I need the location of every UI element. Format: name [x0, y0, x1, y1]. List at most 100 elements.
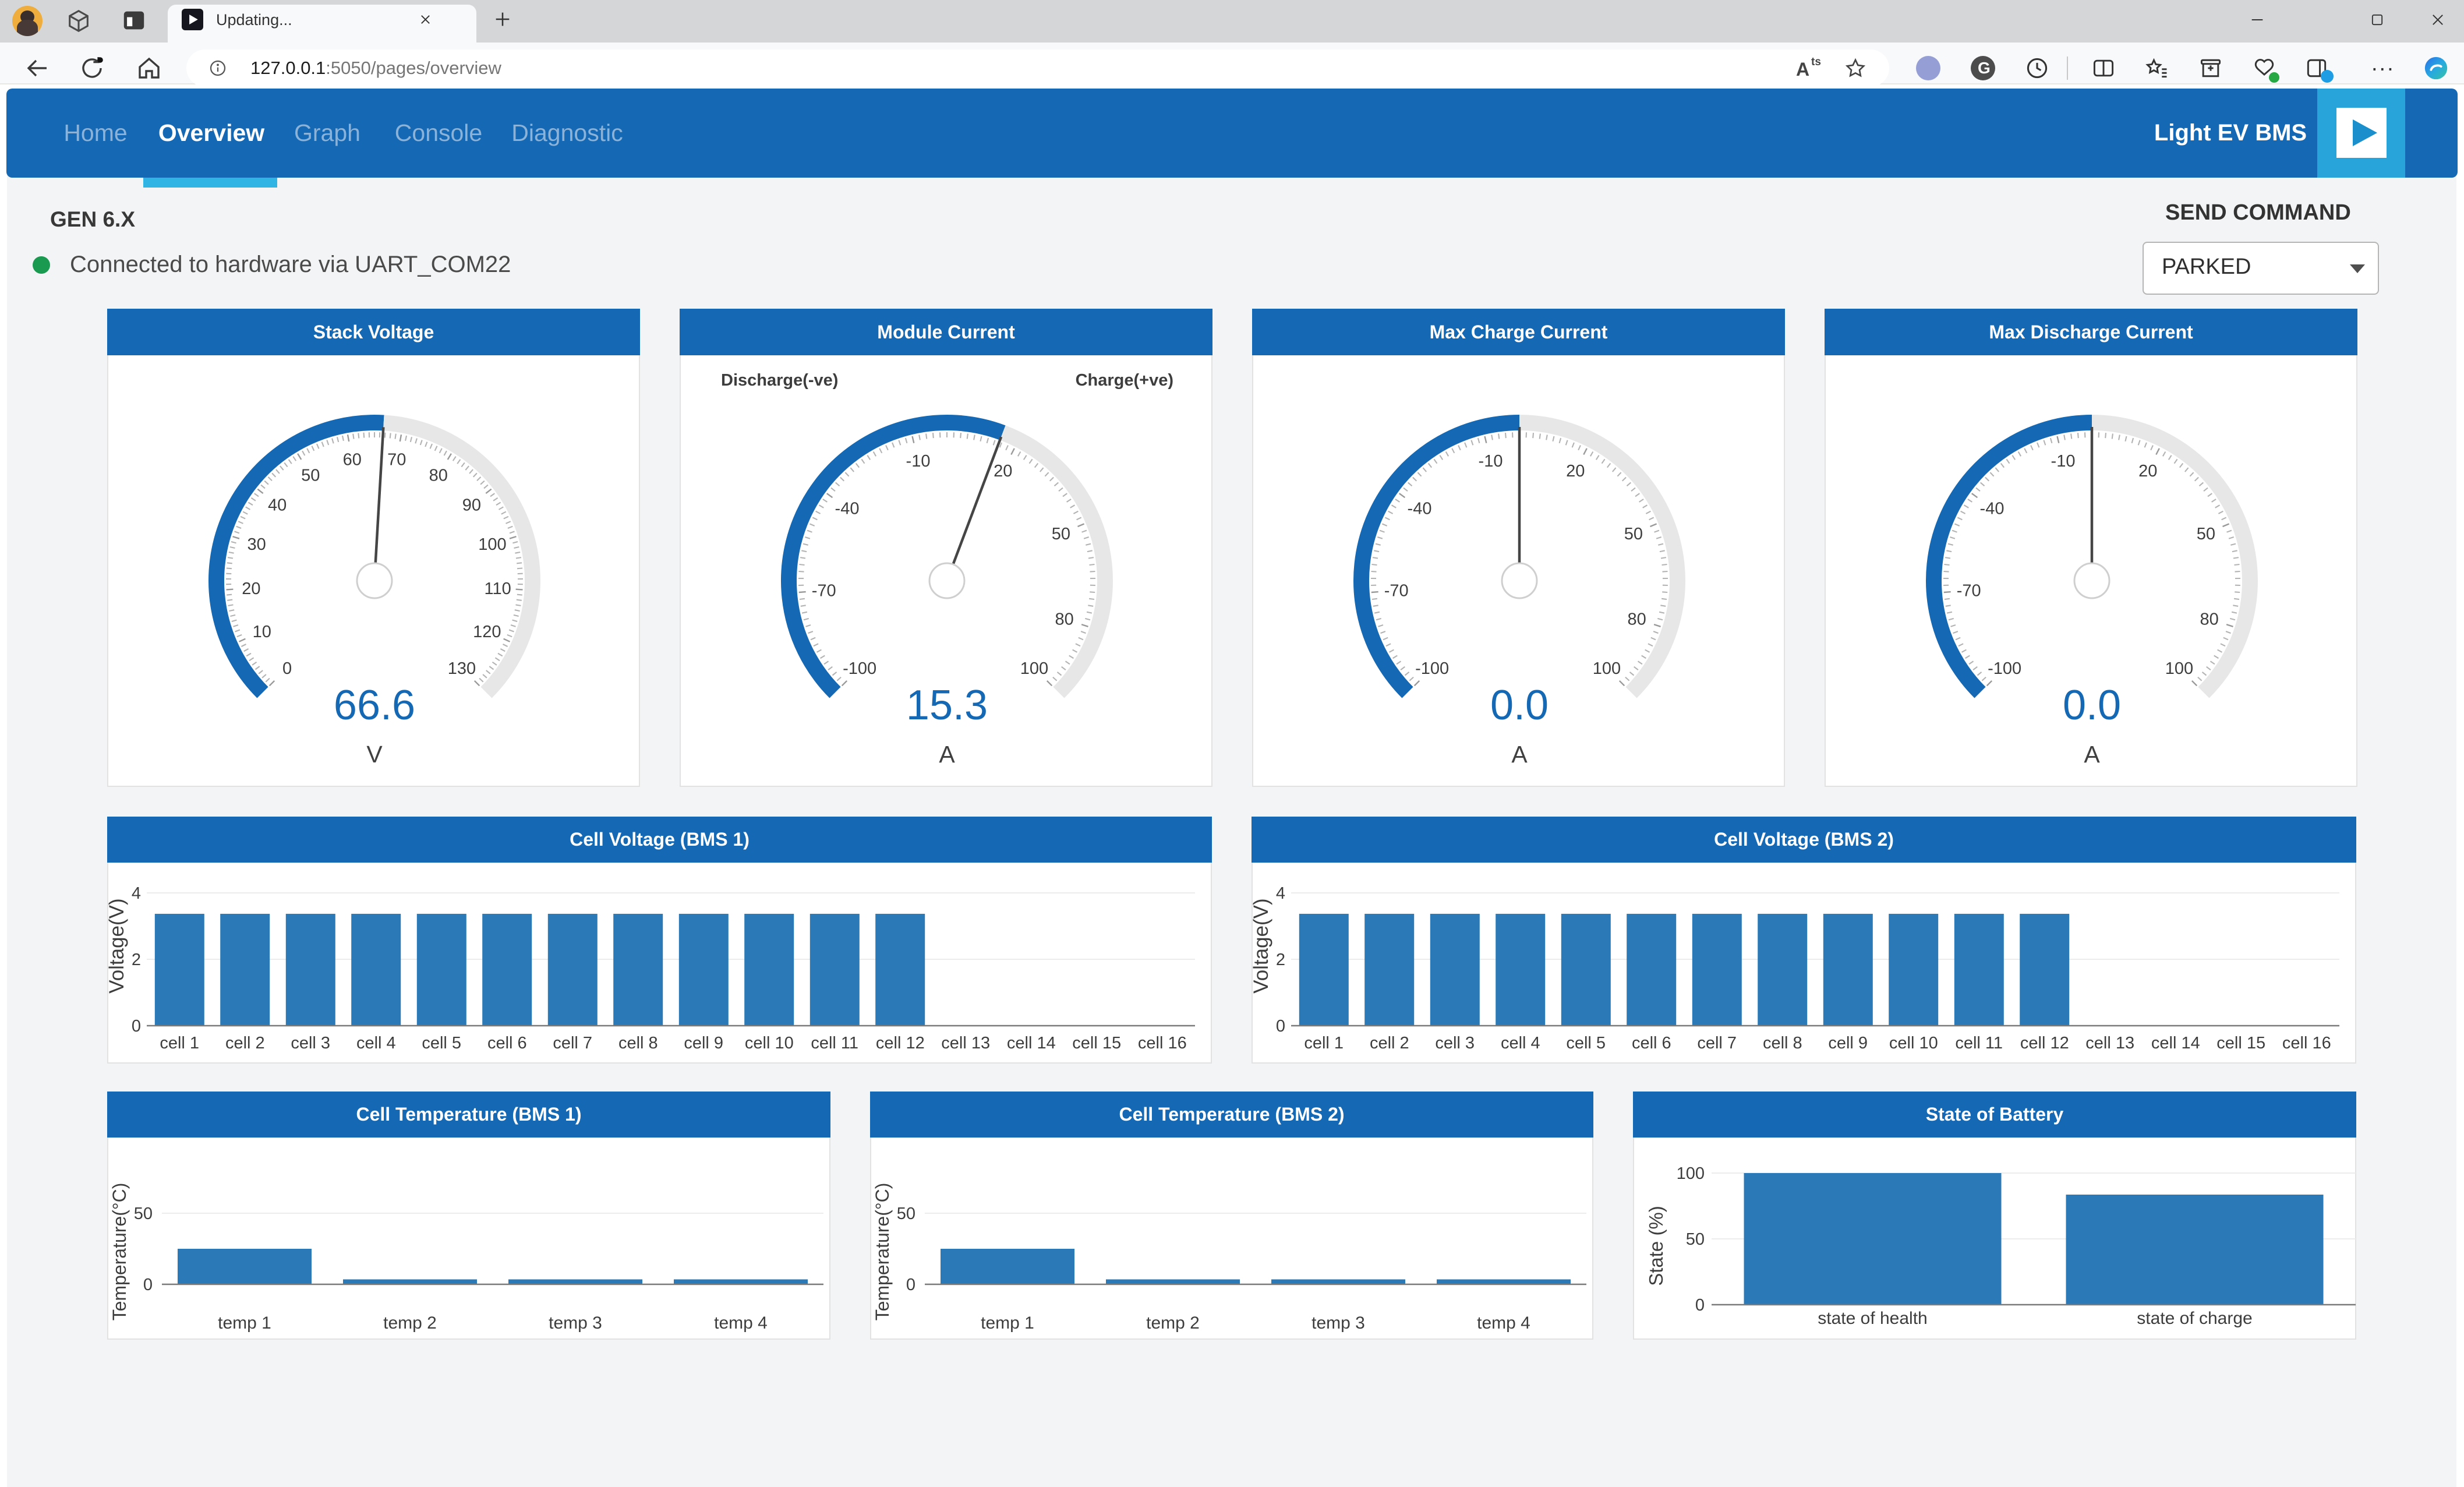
svg-text:temp 2: temp 2: [1146, 1313, 1200, 1333]
svg-text:20: 20: [242, 580, 260, 598]
svg-text:temp 4: temp 4: [1477, 1313, 1530, 1333]
svg-text:cell 14: cell 14: [2151, 1034, 2200, 1052]
svg-text:0: 0: [906, 1276, 915, 1294]
svg-text:V: V: [366, 741, 383, 768]
svg-text:Charge(+ve): Charge(+ve): [1076, 371, 1173, 390]
svg-text:Voltage(V): Voltage(V): [108, 898, 128, 993]
svg-text:100: 100: [1677, 1164, 1705, 1183]
svg-text:cell 9: cell 9: [684, 1034, 723, 1052]
svg-text:-10: -10: [906, 452, 931, 471]
svg-text:0: 0: [143, 1276, 153, 1294]
svg-text:100: 100: [478, 535, 506, 554]
svg-text:cell 5: cell 5: [1566, 1034, 1606, 1052]
svg-text:state of charge: state of charge: [2137, 1309, 2252, 1328]
svg-text:-70: -70: [1384, 582, 1409, 601]
svg-text:cell 15: cell 15: [2216, 1034, 2265, 1052]
svg-text:-70: -70: [1957, 582, 1981, 601]
svg-text:temp 4: temp 4: [714, 1313, 768, 1333]
svg-text:80: 80: [429, 467, 448, 485]
svg-text:cell 11: cell 11: [811, 1034, 858, 1052]
svg-text:4: 4: [132, 884, 141, 903]
svg-text:cell 1: cell 1: [1304, 1034, 1344, 1052]
svg-text:cell 13: cell 13: [2085, 1034, 2134, 1052]
svg-text:50: 50: [301, 467, 320, 485]
svg-text:50: 50: [1624, 525, 1643, 543]
svg-text:0: 0: [282, 659, 292, 678]
svg-text:2: 2: [1276, 951, 1285, 969]
svg-text:cell 10: cell 10: [745, 1034, 794, 1052]
svg-text:80: 80: [2200, 610, 2218, 629]
svg-text:4: 4: [1276, 884, 1285, 903]
svg-text:-40: -40: [1408, 499, 1432, 518]
svg-text:cell 2: cell 2: [225, 1034, 265, 1052]
svg-text:cell 1: cell 1: [160, 1034, 199, 1052]
svg-text:66.6: 66.6: [334, 682, 415, 729]
svg-text:-70: -70: [812, 582, 836, 601]
svg-text:State (%): State (%): [1645, 1206, 1667, 1286]
svg-text:cell 15: cell 15: [1072, 1034, 1121, 1052]
svg-text:100: 100: [1593, 659, 1621, 678]
svg-text:cell 2: cell 2: [1370, 1034, 1409, 1052]
svg-text:0: 0: [1695, 1296, 1705, 1315]
svg-text:80: 80: [1627, 610, 1646, 629]
svg-text:-100: -100: [1415, 659, 1449, 678]
svg-text:30: 30: [247, 535, 266, 554]
svg-text:cell 6: cell 6: [487, 1034, 527, 1052]
svg-text:cell 3: cell 3: [1435, 1034, 1475, 1052]
svg-text:50: 50: [1686, 1230, 1705, 1249]
svg-text:40: 40: [268, 496, 287, 514]
svg-text:50: 50: [134, 1205, 153, 1223]
svg-text:-100: -100: [843, 659, 876, 678]
svg-text:10: 10: [253, 623, 271, 641]
svg-text:Temperature(°C): Temperature(°C): [872, 1183, 893, 1321]
svg-text:2: 2: [132, 951, 141, 969]
svg-text:cell 5: cell 5: [422, 1034, 461, 1052]
svg-text:temp 1: temp 1: [981, 1313, 1034, 1333]
svg-text:temp 3: temp 3: [549, 1313, 602, 1333]
svg-text:70: 70: [387, 451, 406, 469]
svg-text:-40: -40: [835, 499, 860, 518]
svg-text:50: 50: [1052, 525, 1070, 543]
svg-text:temp 1: temp 1: [218, 1313, 271, 1333]
svg-text:Voltage(V): Voltage(V): [1253, 898, 1272, 993]
svg-text:-100: -100: [1988, 659, 2021, 678]
svg-text:cell 12: cell 12: [2020, 1034, 2069, 1052]
svg-text:Discharge(-ve): Discharge(-ve): [721, 371, 838, 390]
svg-text:20: 20: [2138, 462, 2157, 481]
svg-text:120: 120: [473, 623, 501, 641]
svg-text:-10: -10: [1479, 452, 1503, 471]
svg-text:cell 13: cell 13: [941, 1034, 990, 1052]
svg-text:20: 20: [994, 462, 1012, 481]
svg-text:100: 100: [1020, 659, 1048, 678]
svg-text:state of health: state of health: [1818, 1309, 1927, 1328]
svg-text:0: 0: [1276, 1017, 1285, 1036]
svg-text:temp 2: temp 2: [383, 1313, 437, 1333]
svg-text:cell 16: cell 16: [2282, 1034, 2331, 1052]
svg-text:cell 8: cell 8: [618, 1034, 658, 1052]
svg-text:cell 7: cell 7: [1697, 1034, 1737, 1052]
svg-text:100: 100: [2165, 659, 2193, 678]
svg-text:cell 6: cell 6: [1632, 1034, 1671, 1052]
svg-text:cell 10: cell 10: [1889, 1034, 1938, 1052]
svg-text:60: 60: [343, 451, 362, 469]
svg-text:80: 80: [1055, 610, 1073, 629]
svg-text:cell 16: cell 16: [1138, 1034, 1187, 1052]
svg-text:0.0: 0.0: [2063, 682, 2121, 729]
svg-text:temp 3: temp 3: [1311, 1313, 1365, 1333]
svg-text:15.3: 15.3: [906, 682, 988, 729]
svg-text:cell 12: cell 12: [876, 1034, 925, 1052]
svg-text:-10: -10: [2051, 452, 2076, 471]
svg-text:0: 0: [132, 1017, 141, 1036]
svg-text:50: 50: [2197, 525, 2215, 543]
svg-text:cell 14: cell 14: [1007, 1034, 1056, 1052]
svg-text:20: 20: [1566, 462, 1585, 481]
svg-text:cell 9: cell 9: [1828, 1034, 1868, 1052]
svg-text:-40: -40: [1980, 499, 2005, 518]
svg-text:130: 130: [448, 659, 476, 678]
svg-text:Temperature(°C): Temperature(°C): [109, 1183, 130, 1321]
svg-text:A: A: [1511, 741, 1528, 768]
svg-text:cell 8: cell 8: [1763, 1034, 1802, 1052]
svg-text:cell 4: cell 4: [356, 1034, 396, 1052]
svg-text:A: A: [939, 741, 955, 768]
svg-text:cell 11: cell 11: [1955, 1034, 2003, 1052]
